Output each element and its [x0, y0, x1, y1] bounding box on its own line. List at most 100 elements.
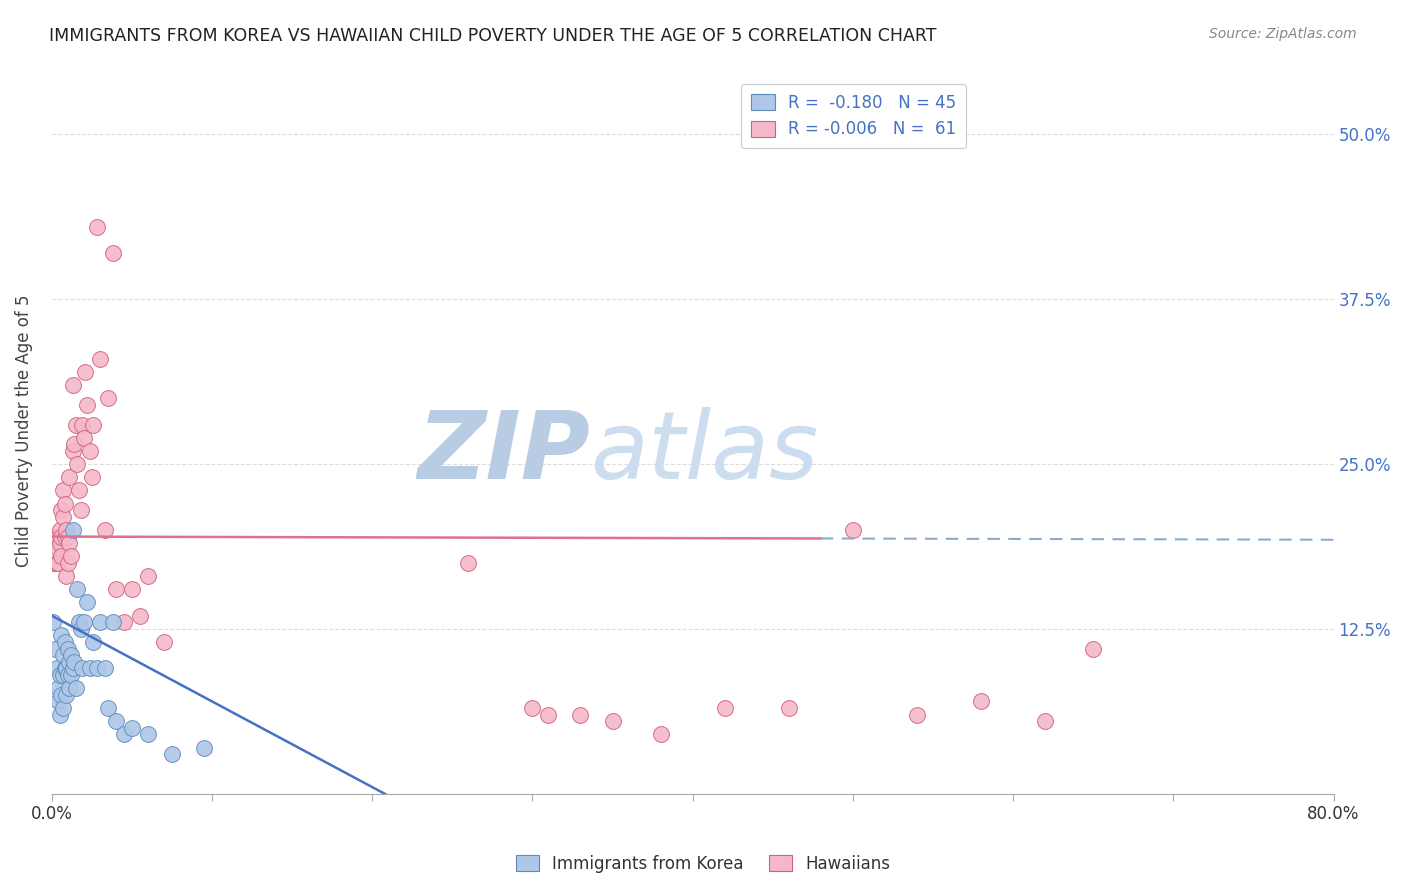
- Point: [970, 694, 993, 708]
- Point: [52, 509, 75, 524]
- Point: [153, 635, 176, 649]
- Point: [112, 615, 135, 630]
- Point: [56, 530, 79, 544]
- Point: [121, 582, 143, 597]
- Point: [51, 688, 73, 702]
- Point: [53, 497, 76, 511]
- Point: [55, 688, 77, 702]
- Point: [193, 740, 215, 755]
- Point: [62, 378, 84, 392]
- Point: [1033, 714, 1056, 728]
- Point: [44, 542, 66, 557]
- Point: [70, 661, 93, 675]
- Point: [52, 668, 75, 682]
- Legend: Immigrants from Korea, Hawaiians: Immigrants from Korea, Hawaiians: [509, 848, 897, 880]
- Point: [49, 523, 72, 537]
- Point: [53, 530, 76, 544]
- Point: [56, 668, 79, 682]
- Point: [73, 615, 96, 630]
- Point: [58, 681, 80, 696]
- Point: [93, 661, 115, 675]
- Point: [59, 668, 82, 682]
- Point: [569, 707, 592, 722]
- Point: [82, 635, 104, 649]
- Point: [73, 431, 96, 445]
- Point: [101, 615, 124, 630]
- Point: [52, 648, 75, 663]
- Point: [80, 470, 103, 484]
- Point: [52, 483, 75, 498]
- Point: [82, 417, 104, 432]
- Point: [67, 615, 90, 630]
- Point: [93, 523, 115, 537]
- Point: [86, 661, 108, 675]
- Point: [46, 556, 69, 570]
- Text: ZIP: ZIP: [418, 407, 591, 499]
- Point: [70, 417, 93, 432]
- Point: [56, 556, 79, 570]
- Point: [46, 694, 69, 708]
- Text: atlas: atlas: [591, 408, 818, 499]
- Point: [53, 635, 76, 649]
- Point: [86, 219, 108, 234]
- Point: [66, 582, 89, 597]
- Point: [104, 714, 127, 728]
- Point: [52, 701, 75, 715]
- Point: [76, 398, 98, 412]
- Point: [46, 530, 69, 544]
- Point: [66, 457, 89, 471]
- Point: [89, 615, 111, 630]
- Point: [1083, 641, 1105, 656]
- Point: [650, 727, 672, 741]
- Point: [53, 661, 76, 675]
- Point: [62, 523, 84, 537]
- Point: [842, 523, 865, 537]
- Point: [45, 556, 67, 570]
- Point: [97, 701, 120, 715]
- Text: IMMIGRANTS FROM KOREA VS HAWAIIAN CHILD POVERTY UNDER THE AGE OF 5 CORRELATION C: IMMIGRANTS FROM KOREA VS HAWAIIAN CHILD …: [49, 27, 936, 45]
- Point: [45, 661, 67, 675]
- Point: [44, 641, 66, 656]
- Point: [121, 721, 143, 735]
- Point: [76, 595, 98, 609]
- Point: [65, 417, 87, 432]
- Point: [89, 351, 111, 366]
- Point: [905, 707, 928, 722]
- Point: [97, 391, 120, 405]
- Point: [778, 701, 800, 715]
- Point: [58, 470, 80, 484]
- Point: [136, 727, 159, 741]
- Point: [51, 549, 73, 564]
- Point: [55, 569, 77, 583]
- Point: [62, 661, 84, 675]
- Point: [59, 648, 82, 663]
- Point: [104, 582, 127, 597]
- Point: [65, 681, 87, 696]
- Point: [537, 707, 560, 722]
- Point: [112, 727, 135, 741]
- Point: [45, 530, 67, 544]
- Point: [55, 523, 77, 537]
- Point: [69, 622, 91, 636]
- Point: [59, 549, 82, 564]
- Point: [101, 246, 124, 260]
- Point: [49, 707, 72, 722]
- Text: Source: ZipAtlas.com: Source: ZipAtlas.com: [1209, 27, 1357, 41]
- Point: [51, 503, 73, 517]
- Point: [713, 701, 735, 715]
- Point: [69, 503, 91, 517]
- Point: [79, 443, 101, 458]
- Y-axis label: Child Poverty Under the Age of 5: Child Poverty Under the Age of 5: [15, 295, 32, 567]
- Point: [58, 536, 80, 550]
- Point: [51, 530, 73, 544]
- Point: [56, 641, 79, 656]
- Point: [128, 608, 150, 623]
- Point: [63, 655, 86, 669]
- Point: [42, 556, 65, 570]
- Point: [63, 437, 86, 451]
- Legend: R =  -0.180   N = 45, R = -0.006   N =  61: R = -0.180 N = 45, R = -0.006 N = 61: [741, 84, 966, 148]
- Point: [67, 483, 90, 498]
- Point: [522, 701, 544, 715]
- Point: [58, 655, 80, 669]
- Point: [46, 681, 69, 696]
